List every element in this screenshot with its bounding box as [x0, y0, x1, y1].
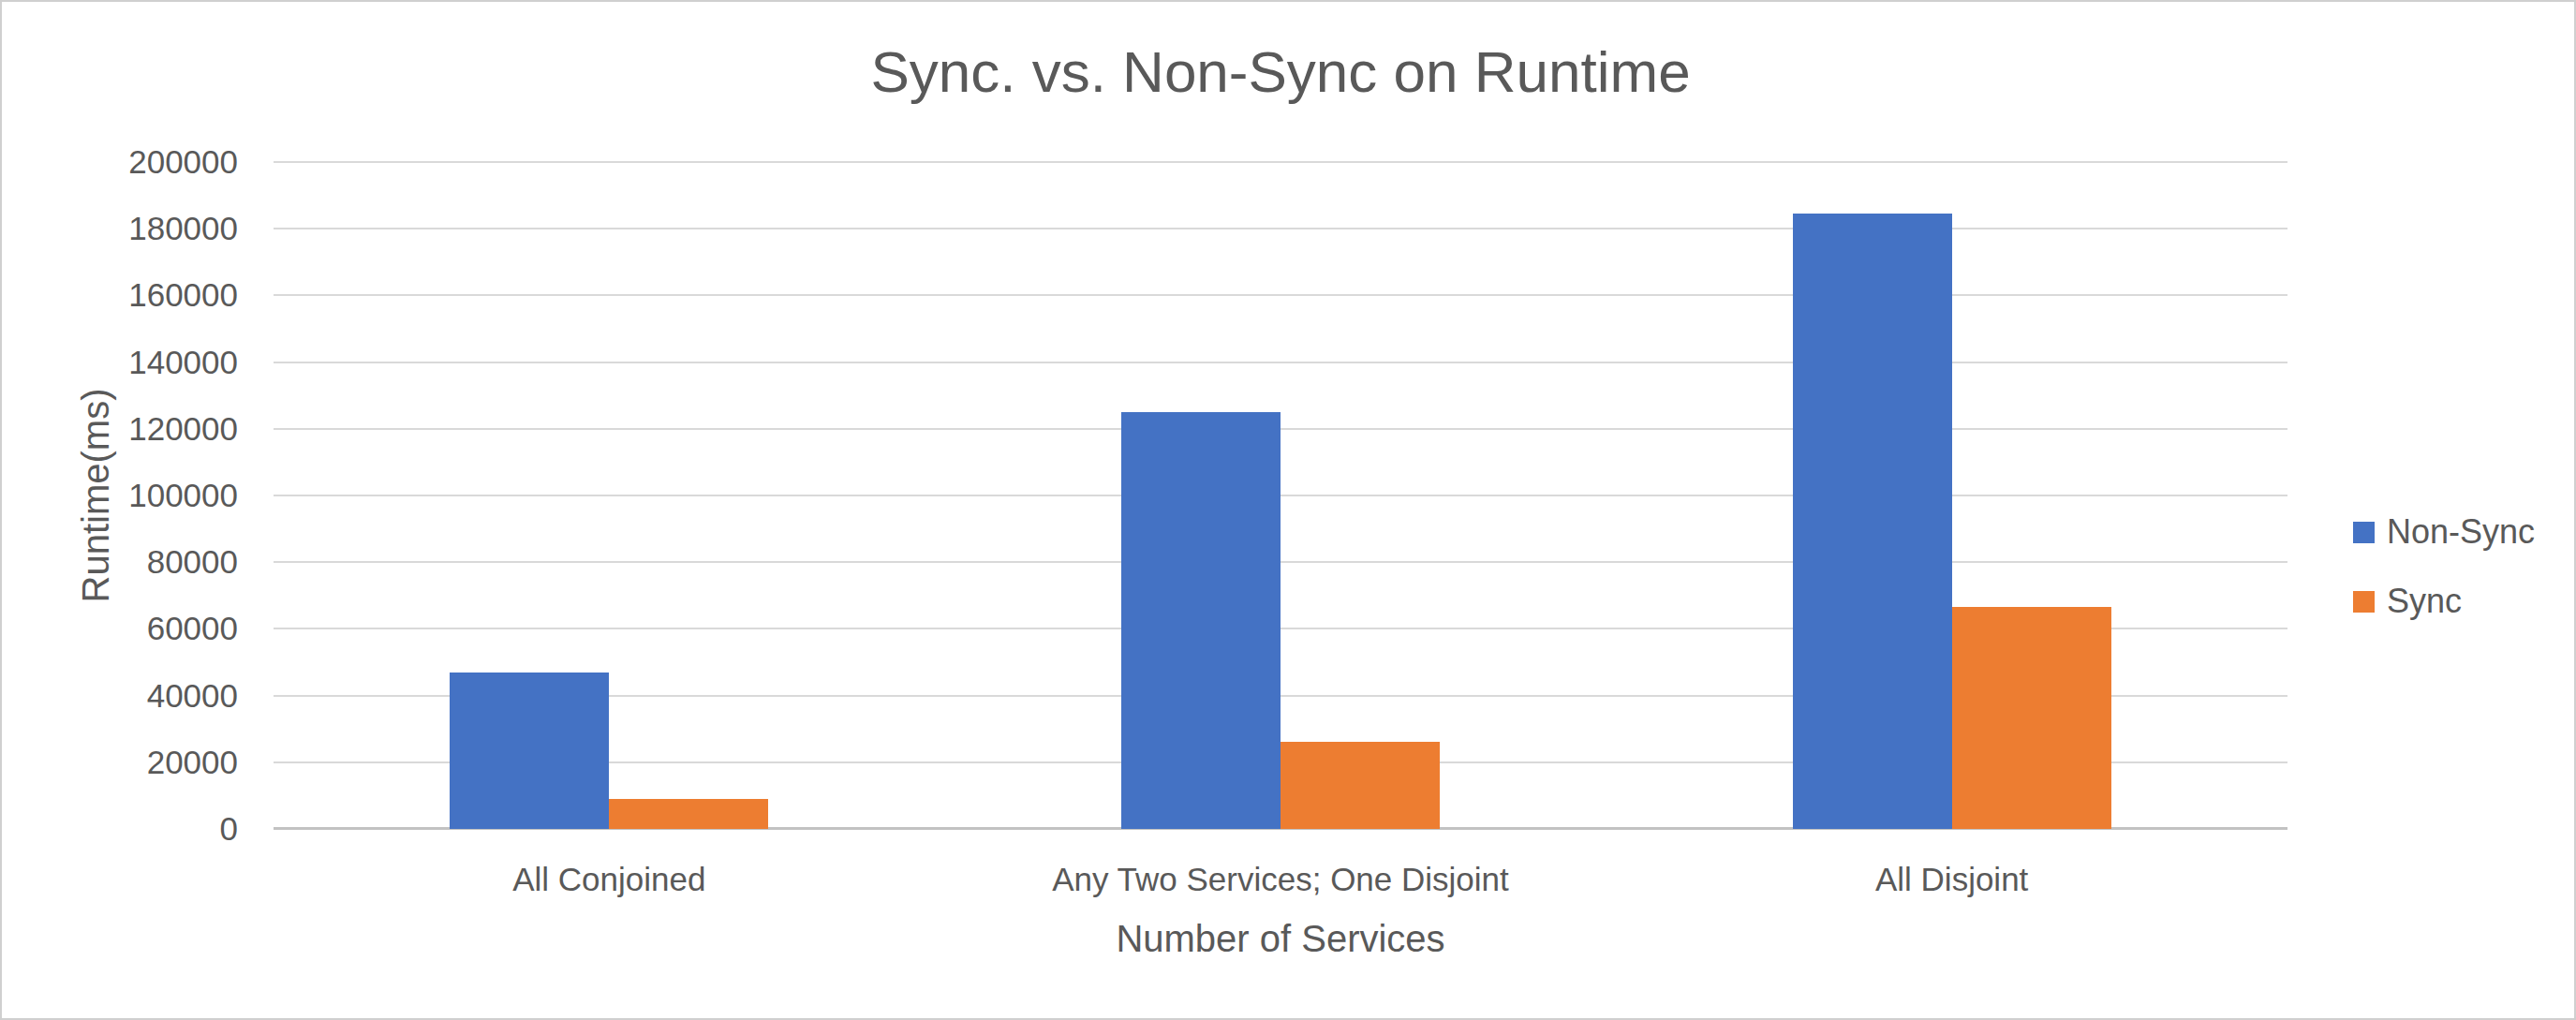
legend-item-non-sync: Non-Sync — [2353, 512, 2535, 552]
y-tick-label: 200000 — [2, 143, 238, 181]
chart-title: Sync. vs. Non-Sync on Runtime — [274, 38, 2287, 106]
legend-swatch-sync — [2353, 591, 2375, 613]
legend: Non-Sync Sync — [2353, 512, 2535, 651]
x-category-label: All Conjoined — [274, 859, 945, 900]
legend-label-sync: Sync — [2387, 582, 2462, 621]
gridline — [274, 161, 2287, 163]
y-tick-label: 100000 — [2, 477, 238, 514]
x-category-label: Any Two Services; One Disjoint — [945, 859, 1617, 900]
gridline — [274, 428, 2287, 430]
gridline — [274, 362, 2287, 363]
legend-item-sync: Sync — [2353, 582, 2535, 621]
y-tick-label: 20000 — [2, 744, 238, 781]
bar-sync-1 — [609, 799, 768, 829]
y-tick-label: 180000 — [2, 210, 238, 247]
gridline — [274, 561, 2287, 563]
bar-sync-3 — [1952, 607, 2111, 829]
y-tick-label: 120000 — [2, 410, 238, 448]
y-tick-label: 160000 — [2, 276, 238, 314]
bar-chart: Sync. vs. Non-Sync on Runtime Runtime(ms… — [0, 0, 2576, 1020]
y-tick-label: 40000 — [2, 677, 238, 715]
x-category-label: All Disjoint — [1616, 859, 2287, 900]
y-tick-label: 60000 — [2, 610, 238, 647]
gridline — [274, 495, 2287, 496]
bar-sync-2 — [1281, 742, 1440, 829]
legend-label-non-sync: Non-Sync — [2387, 512, 2535, 552]
y-tick-label: 80000 — [2, 543, 238, 581]
bar-non-sync-3 — [1793, 214, 1952, 829]
legend-swatch-non-sync — [2353, 522, 2375, 543]
gridline — [274, 228, 2287, 229]
x-axis-title: Number of Services — [274, 917, 2287, 960]
y-tick-label: 0 — [2, 810, 238, 848]
y-tick-label: 140000 — [2, 344, 238, 381]
bar-non-sync-2 — [1121, 412, 1281, 829]
bar-non-sync-1 — [450, 673, 609, 829]
gridline — [274, 294, 2287, 296]
